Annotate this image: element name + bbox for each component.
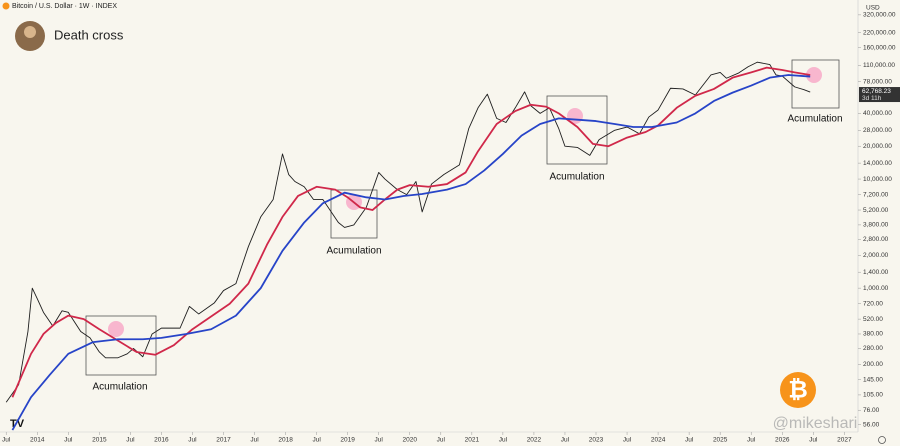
annotation: Acumulation	[549, 172, 604, 183]
y-tick-label: 160,000.00	[863, 44, 896, 51]
y-tick-label: 20,000.00	[863, 143, 892, 150]
y-tick-label: 2,000.00	[863, 252, 889, 259]
btc-icon	[2, 2, 10, 10]
y-tick-label: 1,000.00	[863, 285, 889, 292]
annotation: Acumulation	[787, 114, 842, 125]
x-tick-label: Jul	[747, 437, 756, 444]
cross-marker	[806, 67, 822, 83]
x-tick-label: Jul	[312, 437, 321, 444]
box	[330, 189, 378, 239]
x-tick-label: Jul	[375, 437, 384, 444]
box	[546, 95, 608, 165]
x-tick-label: Jul	[126, 437, 135, 444]
btc-symbol: ₿	[788, 376, 808, 403]
x-tick-label: 2019	[340, 437, 355, 444]
x-tick-label: 2017	[216, 437, 231, 444]
x-tick-label: 2018	[278, 437, 293, 444]
countdown: 3d 11h	[862, 95, 882, 102]
y-tick-label: 280.00	[863, 345, 883, 352]
series-line	[5, 61, 811, 403]
x-tick-label: 2014	[30, 437, 45, 444]
y-tick-label: 220,000.00	[863, 29, 896, 36]
y-tick-label: 7,200.00	[863, 191, 889, 198]
y-tick-label: 28,000.00	[863, 127, 892, 134]
x-tick-label: Jul	[499, 437, 508, 444]
y-tick-label: 105.00	[863, 392, 883, 399]
y-tick-label: 320,000.00	[863, 12, 896, 19]
x-tick-label: Jul	[623, 437, 632, 444]
btc-logo	[780, 372, 816, 408]
x-tick-label: Jul	[437, 437, 446, 444]
header: Bitcoin / U.S. Dollar · 1W · INDEX	[12, 3, 117, 10]
cross-marker	[108, 321, 124, 337]
y-tick-label: 3,800.00	[863, 222, 889, 229]
y-tick-label: 720.00	[863, 300, 883, 307]
y-tick-label: 78,000.00	[863, 78, 892, 85]
x-tick-label: 2024	[651, 437, 666, 444]
y-tick-label: 200.00	[863, 361, 883, 368]
x-tick-label: 2027	[837, 437, 852, 444]
series-line	[11, 74, 811, 431]
watermark: @mikeshari	[773, 415, 858, 432]
y-tick-label: 380.00	[863, 331, 883, 338]
x-tick-label: 2023	[589, 437, 604, 444]
y-tick-label: 10,000.00	[863, 176, 892, 183]
x-tick-label: Jul	[561, 437, 570, 444]
x-tick-label: 2022	[527, 437, 542, 444]
y-tick-label: 40,000.00	[863, 110, 892, 117]
annotation: Acumulation	[92, 382, 147, 393]
series-line	[11, 66, 811, 398]
x-tick-label: 2016	[154, 437, 169, 444]
y-tick-label: 56.00	[863, 421, 880, 428]
x-tick-label: 2025	[713, 437, 728, 444]
x-tick-label: Jul	[188, 437, 197, 444]
y-tick-label: 2,800.00	[863, 236, 889, 243]
avatar-face	[24, 26, 36, 38]
x-tick-label: Jul	[2, 437, 11, 444]
y-tick-label: 14,000.00	[863, 160, 892, 167]
y-tick-label: 520.00	[863, 316, 883, 323]
settings-icon	[878, 436, 886, 444]
x-tick-label: Jul	[250, 437, 259, 444]
y-tick-label: 5,200.00	[863, 207, 889, 214]
x-tick-label: Jul	[64, 437, 73, 444]
y-tick-label: 110,000.00	[863, 62, 895, 69]
price-tag-label: 62,768.23	[862, 88, 891, 95]
x-tick-label: Jul	[809, 437, 818, 444]
price-tag	[859, 87, 900, 103]
y-tick-label: 1,400.00	[863, 269, 889, 276]
x-tick-label: 2021	[465, 437, 480, 444]
annotation: Acumulation	[326, 246, 381, 257]
x-tick-label: 2026	[775, 437, 790, 444]
y-tick-label: 76.00	[863, 407, 880, 414]
x-tick-label: 2020	[403, 437, 418, 444]
currency: USD	[866, 5, 880, 12]
x-tick-label: Jul	[685, 437, 694, 444]
y-tick-label: 145.00	[863, 376, 883, 383]
chart-title: Death cross	[54, 27, 124, 42]
x-tick-label: 2015	[92, 437, 107, 444]
